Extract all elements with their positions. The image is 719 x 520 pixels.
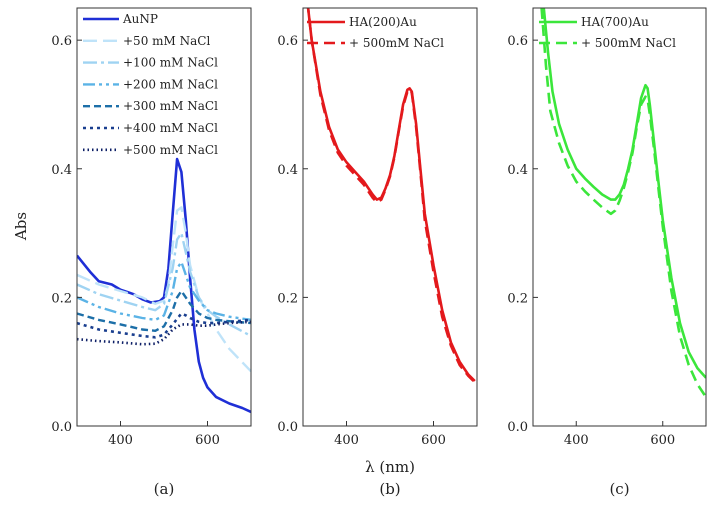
legend-label-4: +300 mM NaCl: [123, 99, 218, 113]
series-group: [540, 8, 706, 398]
series-line-6: [77, 320, 251, 346]
x-tick-label: 400: [108, 433, 133, 448]
plot-frame: [532, 7, 707, 427]
legend-label-1: + 500mM NaCl: [349, 36, 444, 50]
panel-label: (c): [609, 480, 629, 498]
series-line-1: [306, 8, 476, 384]
y-tick-label: 0.4: [277, 163, 298, 178]
legend-label-6: +500 mM NaCl: [123, 143, 218, 157]
legend-label-0: HA(200)Au: [349, 15, 417, 29]
y-tick-label: 0.0: [507, 420, 528, 435]
series-line-2: [77, 231, 251, 338]
legend: HA(200)Au + 500mM NaCl: [307, 15, 444, 50]
x-axis-title: λ (nm): [365, 458, 415, 476]
panel-label: (b): [379, 480, 400, 498]
x-tick-label: 600: [195, 433, 220, 448]
legend-label-5: +400 mM NaCl: [123, 121, 218, 135]
plot-frame: [76, 7, 252, 427]
y-tick-label: 0.4: [507, 163, 528, 178]
y-tick-label: 0.4: [51, 163, 72, 178]
y-axis-title: Abs: [12, 212, 30, 241]
panel-b: 400 600 0.0 0.2 0.4 0.6 λ (nm) HA(200)Au + 500mM…: [277, 7, 478, 498]
legend-label-3: +200 mM NaCl: [123, 77, 218, 91]
series-line-0: [542, 8, 706, 379]
legend-label-1: +50 mM NaCl: [123, 34, 210, 48]
x-tick-label: 600: [650, 433, 675, 448]
plot-frame: [302, 7, 478, 427]
series-line-0: [77, 157, 251, 414]
series-group: [77, 157, 251, 414]
x-tick-label: 600: [421, 433, 446, 448]
legend-label-1: + 500mM NaCl: [581, 36, 676, 50]
legend-label-2: +100 mM NaCl: [123, 56, 218, 70]
panel-label: (a): [154, 480, 175, 498]
y-tick-label: 0.6: [51, 34, 72, 49]
panel-a: 400 600 0.0 0.2 0.4 0.6 AuNP +50 mM NaCl +100 mM…: [51, 7, 252, 498]
y-tick-label: 0.6: [507, 34, 528, 49]
legend-label-0: AuNP: [122, 12, 158, 26]
y-tick-label: 0.0: [51, 420, 72, 435]
y-tick-label: 0.2: [507, 291, 528, 306]
y-tick-label: 0.0: [277, 420, 298, 435]
legend: HA(700)Au + 500mM NaCl: [539, 15, 676, 50]
legend-label-0: HA(700)Au: [581, 15, 649, 29]
y-tick-label: 0.2: [51, 291, 72, 306]
series-group: [306, 8, 476, 384]
series-line-0: [306, 8, 476, 382]
legend: AuNP +50 mM NaCl +100 mM NaCl +200 mM NaCl +…: [83, 12, 218, 157]
x-tick-label: 400: [334, 433, 359, 448]
panel-c: 400 600 0.0 0.2 0.4 0.6 HA(700)Au + 500mM NaCl (…: [507, 7, 707, 498]
series-line-4: [77, 289, 251, 332]
y-tick-label: 0.6: [277, 34, 298, 49]
series-line-3: [77, 260, 251, 322]
y-tick-label: 0.2: [277, 291, 298, 306]
x-tick-label: 400: [564, 433, 589, 448]
series-line-1: [540, 8, 706, 398]
